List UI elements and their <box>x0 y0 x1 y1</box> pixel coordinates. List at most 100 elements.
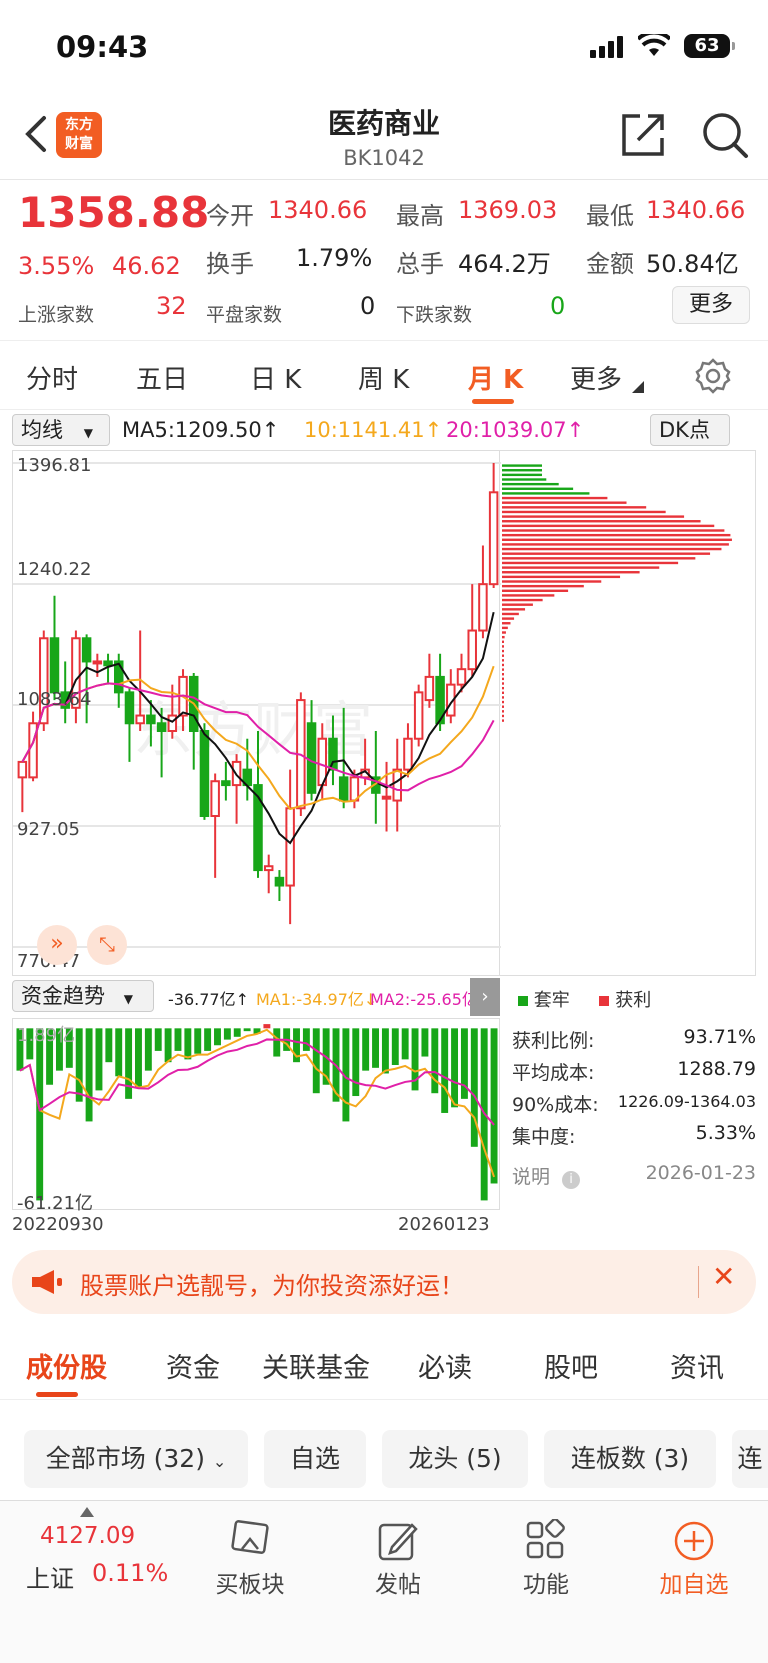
chip-bar <box>502 612 519 616</box>
filter-consecutive-limit[interactable]: 连板数 (3) <box>544 1430 716 1488</box>
post-label[interactable]: 发帖 <box>375 1572 421 1598</box>
buy-sector-icon[interactable] <box>228 1519 272 1563</box>
candle-body <box>146 714 156 725</box>
chip-bar <box>502 635 505 639</box>
note-link[interactable]: 说明 i <box>512 1162 581 1189</box>
candle-body <box>221 780 231 787</box>
promo-banner[interactable]: 股票账户选靓号，为你投资添好运！ ✕ <box>12 1250 756 1314</box>
tab-more[interactable]: 更多 <box>570 365 623 395</box>
chip-bar <box>502 622 511 625</box>
buy-sector-label[interactable]: 买板块 <box>215 1572 285 1598</box>
ma-selector[interactable]: 均线 ▼ <box>12 414 110 446</box>
candle-body <box>199 729 210 817</box>
candle-body <box>114 660 124 694</box>
chip-distribution <box>500 450 756 976</box>
candle-body <box>103 660 113 667</box>
index-name[interactable]: 上证 <box>26 1565 74 1593</box>
flow-selector[interactable]: 资金趋势 ▼ <box>12 980 154 1012</box>
chip-bar <box>502 631 506 634</box>
flow-bar <box>36 1028 44 1201</box>
filter-all-markets[interactable]: 全部市场 (32) ⌄ <box>24 1430 248 1488</box>
tab-weekly-k[interactable]: 周 K <box>358 365 410 395</box>
add-circle-icon[interactable] <box>672 1519 716 1563</box>
flow-ma1: MA1:-34.97亿↓ <box>256 990 378 1009</box>
kline-chart[interactable]: 东方财富 1396.81 1240.22 1083.64 927.05 770.… <box>12 450 501 976</box>
active-tab-underline <box>472 399 514 404</box>
flow-bar <box>302 1028 310 1051</box>
current-price: 1358.88 <box>18 188 210 237</box>
index-value[interactable]: 4127.09 <box>40 1523 136 1549</box>
tab-capital[interactable]: 资金 <box>166 1353 220 1384</box>
chip-bar <box>502 464 542 467</box>
flow-bar <box>490 1028 498 1184</box>
chip-bar <box>502 626 508 630</box>
chip-bar <box>502 608 526 611</box>
flow-bar <box>381 1028 389 1074</box>
flow-bar <box>95 1028 103 1091</box>
kline-svg: 东方财富 <box>13 462 501 948</box>
flow-bar <box>125 1028 133 1099</box>
more-quote-button[interactable]: 更多 <box>672 286 750 324</box>
tab-constituents[interactable]: 成份股 <box>26 1353 107 1384</box>
add-watchlist-label[interactable]: 加自选 <box>659 1572 729 1598</box>
flow-ma2: MA2:-25.65亿↓ <box>370 990 492 1009</box>
filter-watchlist[interactable]: 自选 <box>264 1430 366 1488</box>
fast-forward-icon[interactable]: » <box>37 925 77 965</box>
status-bar: 09:43 63 <box>0 0 768 92</box>
chip-bar <box>502 496 608 500</box>
flow-bar <box>135 1028 142 1088</box>
volume-value: 464.2万 <box>458 250 551 278</box>
chip-bar <box>502 598 543 602</box>
ma5-line <box>21 611 495 845</box>
tab-must-read[interactable]: 必读 <box>418 1353 472 1384</box>
chip-bar <box>502 705 504 708</box>
app-logo: 东方 财富 <box>56 112 102 158</box>
dk-point-button[interactable]: DK点 <box>650 414 730 446</box>
chip-bar <box>502 617 515 620</box>
share-icon[interactable] <box>620 112 666 158</box>
status-time: 09:43 <box>56 30 149 64</box>
tab-forum[interactable]: 股吧 <box>544 1353 598 1384</box>
turnover-value: 1.79% <box>296 244 373 272</box>
flow-bar <box>174 1028 182 1051</box>
flow-ma2-line <box>19 1038 495 1126</box>
search-icon[interactable] <box>700 110 750 160</box>
filter-leaders[interactable]: 龙头 (5) <box>382 1430 528 1488</box>
flow-bar <box>312 1028 320 1094</box>
candle-body <box>467 629 477 671</box>
more-triangle-icon <box>632 381 644 393</box>
edit-post-icon[interactable] <box>376 1519 420 1563</box>
candle-body <box>156 722 167 732</box>
ma20-value: 20:1039.07↑ <box>446 418 585 442</box>
megaphone-icon <box>32 1270 62 1294</box>
close-icon[interactable]: ✕ <box>712 1260 736 1293</box>
candle-body <box>338 776 349 802</box>
filter-more[interactable]: 连 <box>732 1430 768 1488</box>
capital-flow-chart[interactable]: 1.89亿 -61.21亿 <box>12 1018 500 1214</box>
cost-90-label: 90%成本: <box>512 1094 599 1116</box>
chip-bar <box>502 649 504 653</box>
tab-monthly-k[interactable]: 月 K <box>468 365 524 395</box>
chip-bar <box>502 520 701 523</box>
flow-bar <box>194 1028 202 1054</box>
date-end: 20260123 <box>398 1214 490 1235</box>
chip-bar <box>502 691 504 694</box>
collapse-arrow-icon[interactable]: › <box>470 978 500 1016</box>
tab-related-funds[interactable]: 关联基金 <box>262 1353 370 1384</box>
settings-gear-icon[interactable] <box>694 357 732 395</box>
features-grid-icon[interactable] <box>524 1519 568 1563</box>
candle-body <box>263 865 274 872</box>
back-icon[interactable] <box>18 114 58 154</box>
up-count-label: 上涨家数 <box>18 304 95 326</box>
tab-news[interactable]: 资讯 <box>670 1353 724 1384</box>
tab-five-day[interactable]: 五日 <box>136 365 189 395</box>
index-change[interactable]: 0.11% <box>92 1559 169 1587</box>
tab-intraday[interactable]: 分时 <box>26 365 79 395</box>
tab-daily-k[interactable]: 日 K <box>250 365 302 395</box>
chip-bar <box>502 645 504 648</box>
candle-body <box>349 776 360 802</box>
features-label[interactable]: 功能 <box>523 1572 569 1598</box>
expand-icon[interactable]: ⤡ <box>87 925 127 965</box>
chip-bar <box>502 473 542 477</box>
profit-ratio-label: 获利比例: <box>512 1030 595 1052</box>
